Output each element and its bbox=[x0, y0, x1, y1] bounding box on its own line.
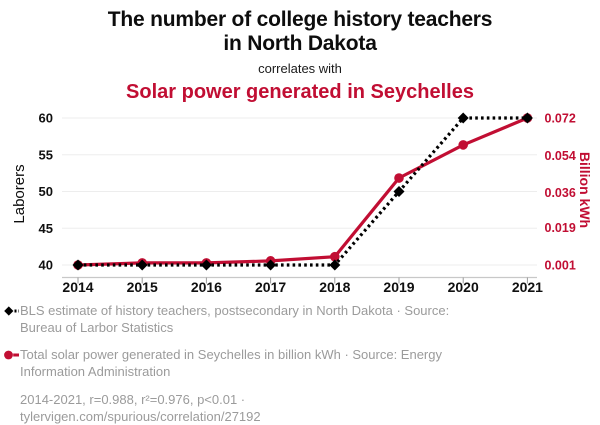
x-tick-label: 2020 bbox=[448, 279, 479, 295]
x-tick-label: 2016 bbox=[191, 279, 222, 295]
left-axis-title: Laborers bbox=[11, 164, 28, 224]
chart-subtitle: Solar power generated in Seychelles bbox=[126, 80, 474, 103]
black-diamond-dashed-marker-icon bbox=[3, 302, 20, 322]
chart-legend: BLS estimate of history teachers, postse… bbox=[0, 298, 600, 425]
series-marker-teachers bbox=[72, 259, 84, 271]
series-marker-teachers bbox=[136, 259, 148, 271]
series-marker-teachers bbox=[265, 259, 277, 271]
red-circle-solid-marker-icon bbox=[3, 346, 20, 366]
x-tick-label: 2017 bbox=[255, 279, 286, 295]
stats-footnote: 2014-2021, r=0.988, r²=0.976, p<0.01 · t… bbox=[20, 391, 261, 424]
x-tick-label: 2018 bbox=[319, 279, 350, 295]
chart-title: The number of college history teachers i… bbox=[107, 8, 493, 56]
right-tick-label: 0.054 bbox=[545, 149, 576, 163]
legend-item-solar: Total solar power generated in Seychelle… bbox=[3, 346, 600, 380]
chart-area: 2014 2015 2016 2017 2018 2019 2020 2021 40 45 50 55… bbox=[0, 100, 600, 298]
series-marker-teachers bbox=[457, 112, 469, 124]
left-tick-label: 55 bbox=[39, 147, 53, 162]
series-marker-teachers bbox=[393, 186, 405, 197]
chart-header: The number of college history teachers i… bbox=[0, 0, 600, 103]
chart-svg: 2014 2015 2016 2017 2018 2019 2020 2021 40 45 50 55… bbox=[39, 111, 576, 296]
series-marker-teachers bbox=[521, 112, 533, 124]
stats-footnote-row: 2014-2021, r=0.988, r²=0.976, p<0.01 · t… bbox=[3, 391, 600, 425]
right-axis-title: Billion kWh bbox=[577, 151, 593, 229]
series-marker-solar bbox=[394, 173, 404, 183]
legend-item-teachers-label: BLS estimate of history teachers, postse… bbox=[20, 303, 450, 336]
legend-item-solar-label: Total solar power generated in Seychelle… bbox=[20, 347, 442, 380]
right-tick-label: 0.036 bbox=[545, 186, 576, 200]
left-tick-label: 60 bbox=[39, 111, 53, 126]
x-tick-label: 2015 bbox=[127, 279, 158, 295]
series-teachers bbox=[72, 112, 533, 271]
series-line-solar bbox=[77, 116, 529, 267]
series-line-teachers bbox=[78, 116, 528, 267]
legend-item-teachers: BLS estimate of history teachers, postse… bbox=[3, 302, 600, 336]
x-tick-label: 2021 bbox=[512, 279, 543, 295]
left-tick-label: 40 bbox=[39, 258, 53, 273]
x-tick-label: 2019 bbox=[383, 279, 414, 295]
x-tick-label: 2014 bbox=[62, 279, 93, 295]
series-marker-teachers bbox=[329, 259, 341, 271]
correlates-with-text: correlates with bbox=[258, 61, 342, 77]
series-marker-solar bbox=[330, 251, 340, 262]
right-tick-label: 0.072 bbox=[545, 112, 576, 126]
series-marker-solar bbox=[458, 140, 469, 150]
left-tick-label: 50 bbox=[39, 184, 53, 199]
right-tick-label: 0.019 bbox=[545, 221, 576, 235]
footnote-spacer bbox=[3, 391, 20, 393]
right-tick-label: 0.001 bbox=[545, 259, 576, 273]
left-tick-label: 45 bbox=[39, 221, 53, 236]
series-marker-teachers bbox=[200, 259, 212, 271]
